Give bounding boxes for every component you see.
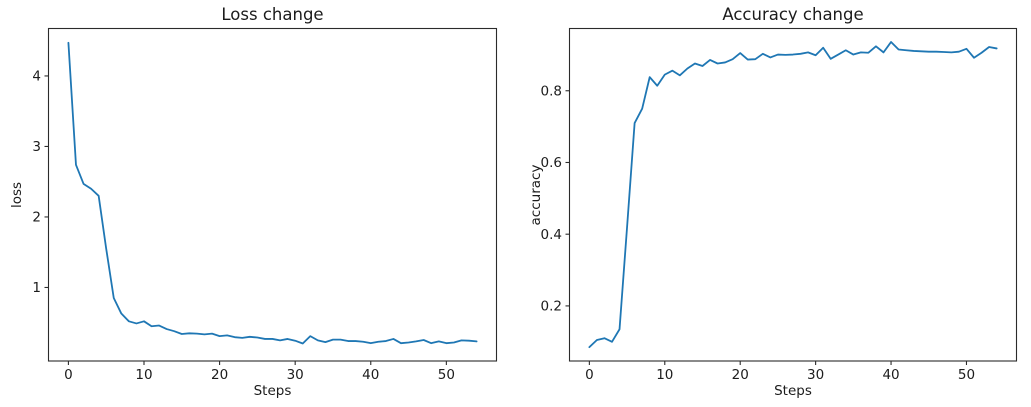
x-tick-label: 50 (958, 367, 975, 383)
y-tick-label: 0.2 (541, 299, 562, 315)
data-line (588, 41, 998, 349)
accuracy-x-axis-label: Steps (774, 383, 812, 399)
loss-chart-title: Loss change (221, 5, 324, 24)
y-tick-label: 4 (32, 69, 41, 85)
axes-frame (568, 27, 1018, 362)
loss-chart: Loss change loss Steps 0 10 20 30 40 50 1 2 3 4 (0, 0, 515, 407)
accuracy-chart: Accuracy change accuracy Steps 0 10 20 30 40… (515, 0, 1031, 407)
axes-frame (47, 27, 498, 362)
x-tick-label: 10 (135, 367, 152, 383)
x-tick-label: 20 (732, 367, 749, 383)
x-tick-label: 30 (807, 367, 824, 383)
y-tick-label: 0.4 (541, 227, 562, 243)
accuracy-chart-title: Accuracy change (722, 5, 864, 24)
x-tick-label: 0 (585, 367, 594, 383)
x-tick-label: 50 (438, 367, 455, 383)
y-tick-label: 0.6 (541, 155, 562, 171)
x-tick-label: 10 (656, 367, 673, 383)
data-line (67, 41, 478, 345)
y-tick-label: 2 (32, 210, 41, 226)
y-tick-label: 0.8 (541, 83, 562, 99)
x-tick-label: 40 (882, 367, 899, 383)
y-tick-label: 3 (32, 139, 41, 155)
loss-plot-area: 0 10 20 30 40 50 1 2 3 4 (32, 27, 498, 383)
x-tick-label: 0 (64, 367, 73, 383)
x-tick-label: 30 (287, 367, 304, 383)
loss-x-axis-label: Steps (253, 383, 292, 399)
y-tick-label: 1 (32, 280, 41, 296)
x-tick-label: 20 (211, 367, 228, 383)
x-tick-label: 40 (362, 367, 379, 383)
accuracy-plot-area: 0 10 20 30 40 50 0.2 0.4 0.6 0.8 (541, 27, 1018, 383)
